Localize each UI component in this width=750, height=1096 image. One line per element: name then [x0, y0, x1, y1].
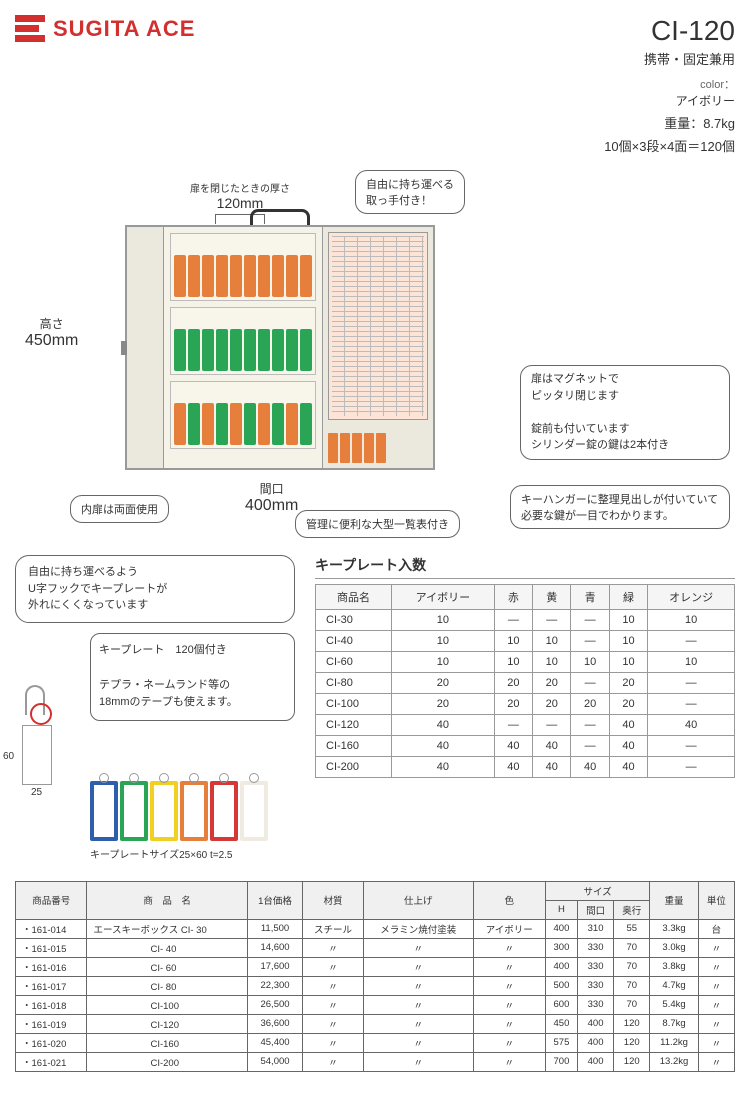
keyplate-size: キープレートサイズ25×60 t=2.5	[90, 846, 295, 861]
right-door	[322, 227, 433, 468]
logo-icon	[15, 15, 45, 42]
keyplate-hook-callout: 自由に持ち運べるよう U字フックでキープレートが 外れにくくなっています	[15, 555, 295, 623]
key-row	[170, 233, 316, 301]
logo: SUGITA ACE	[15, 15, 195, 42]
color-label: color：	[604, 76, 735, 92]
small-key-row	[328, 423, 428, 463]
key-row	[170, 307, 316, 375]
keyplate-right: キープレート入数 商品名アイボリー赤黄青緑オレンジCI-3010———1010C…	[315, 555, 735, 861]
keyplate-section: 自由に持ち運べるよう U字フックでキープレートが 外れにくくなっています キープ…	[15, 555, 735, 861]
key-row	[170, 381, 316, 449]
cabinet-illustration	[125, 225, 435, 470]
keyplate-left: 自由に持ち運べるよう U字フックでキープレートが 外れにくくなっています キープ…	[15, 555, 295, 861]
product-subtitle: 携帯・固定兼用	[604, 49, 735, 68]
color-tags	[90, 781, 295, 841]
product-name: CI-120	[604, 15, 735, 47]
product-diagram: 扉を閉じたときの厚さ 120mm 高さ 450mm 間口 400mm 自由に持ち…	[15, 165, 735, 545]
header: SUGITA ACE CI-120 携帯・固定兼用 color： アイボリー 重…	[15, 15, 735, 155]
callout-door: 内扉は両面使用	[70, 495, 169, 523]
callout-magnet: 扉はマグネットで ピッタリ閉じます 錠前も付いています シリンダー錠の鍵は2本付…	[520, 365, 730, 460]
callout-hanger: キーハンガーに整理見出しが付いていて必要な鍵が一目でわかります。	[510, 485, 730, 529]
callout-handle: 自由に持ち運べる 取っ手付き！	[355, 170, 465, 214]
product-spec-table: 商品番号商 品 名1台価格材質仕上げ色サイズ重量単位H間口奥行・161-014エ…	[15, 881, 735, 1072]
color-value: アイボリー	[604, 92, 735, 109]
left-door	[127, 227, 164, 468]
handle	[250, 209, 310, 225]
height-dimension: 高さ 450mm	[25, 315, 78, 350]
keyplate-tag-diagram	[20, 685, 85, 785]
keyplate-count-table: 商品名アイボリー赤黄青緑オレンジCI-3010———1010CI-4010101…	[315, 584, 735, 778]
callout-table: 管理に便利な大型一覧表付き	[295, 510, 460, 538]
width-dimension: 間口 400mm	[245, 480, 298, 515]
center-panel	[164, 227, 322, 468]
index-sheet	[328, 232, 428, 420]
product-info: CI-120 携帯・固定兼用 color： アイボリー 重量：8.7kg 10個…	[604, 15, 735, 155]
kp-table-title: キープレート入数	[315, 555, 735, 579]
capacity: 10個×3段×4面＝120個	[604, 136, 735, 155]
weight: 重量：8.7kg	[604, 113, 735, 132]
keyplate-info: キープレート 120個付き テプラ・ネームランド等の 18mmのテープも使えます…	[90, 633, 295, 721]
logo-text: SUGITA ACE	[53, 16, 195, 42]
